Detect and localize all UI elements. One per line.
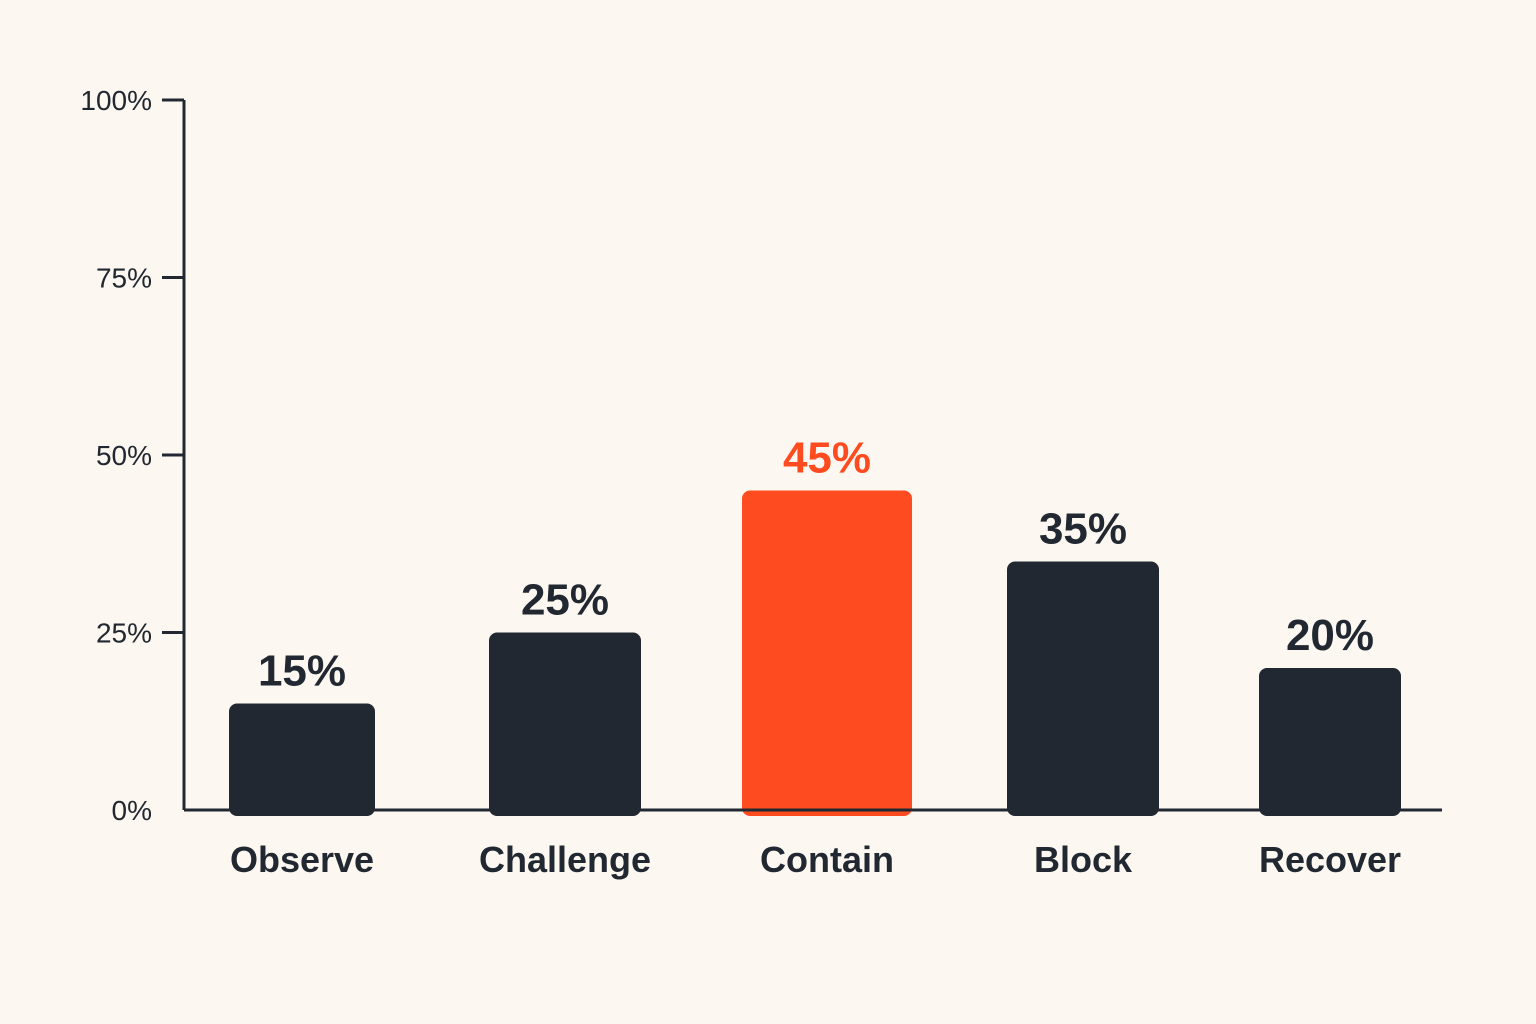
value-label-challenge: 25% (521, 576, 609, 625)
category-label-contain: Contain (760, 839, 894, 880)
value-label-recover: 20% (1286, 611, 1374, 660)
category-label-observe: Observe (230, 839, 374, 880)
category-label-recover: Recover (1259, 839, 1401, 880)
value-label-contain: 45% (783, 434, 871, 483)
y-tick-label: 50% (96, 440, 152, 471)
y-axis-ticks: 0% 25% 50% 75% 100% (80, 85, 184, 826)
bar-block (1007, 561, 1159, 816)
value-label-observe: 15% (258, 647, 346, 696)
y-tick-label: 0% (112, 795, 152, 826)
y-tick-label: 100% (80, 85, 152, 116)
bar-challenge (489, 632, 641, 816)
category-label-challenge: Challenge (479, 839, 651, 880)
category-label-block: Block (1034, 839, 1133, 880)
category-labels-group: Observe Challenge Contain Block Recover (230, 839, 1401, 880)
value-label-block: 35% (1039, 505, 1127, 554)
y-tick-label: 25% (96, 618, 152, 649)
bar-recover (1259, 668, 1401, 816)
y-tick-label: 75% (96, 263, 152, 294)
value-labels-group: 15% 25% 45% 35% 20% (258, 434, 1374, 696)
bar-observe (229, 703, 375, 816)
bars-group (229, 490, 1401, 816)
bar-contain (742, 490, 912, 816)
